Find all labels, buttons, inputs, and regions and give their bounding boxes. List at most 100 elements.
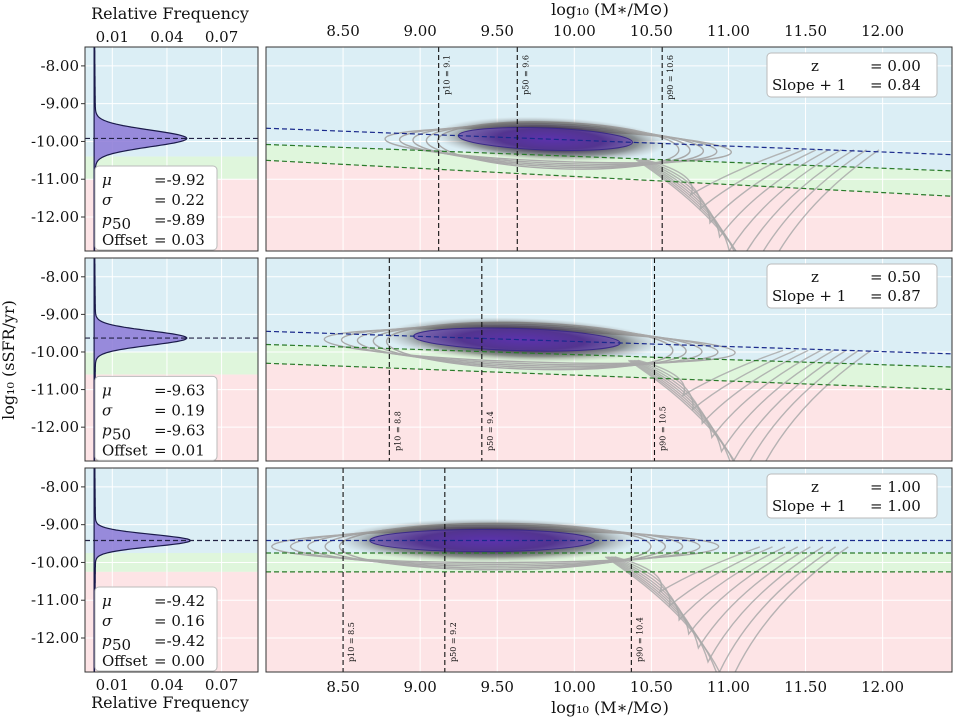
stats-value-mu: =-9.42	[154, 592, 205, 610]
stats-label-mu: μ	[102, 592, 112, 610]
hist-top-xlabel: Relative Frequency	[91, 4, 249, 23]
sf-fit-line	[266, 127, 952, 156]
legend-box	[766, 263, 938, 309]
hist-top-xtick: 0.07	[205, 28, 238, 46]
y-axis-label: log₁₀ (sSFR/yr)	[0, 300, 18, 420]
y-tick-label: -10.00	[31, 553, 79, 571]
percentile-label: p10 = 8.8	[393, 411, 402, 451]
stats-value-sigma: = 0.19	[154, 401, 205, 419]
quenched-contour	[636, 349, 796, 412]
quenched-contour	[604, 546, 849, 672]
stats-label-sigma: σ	[102, 612, 113, 630]
stats-value-offset: = 0.03	[154, 231, 205, 249]
legend-slope-value: = 0.84	[870, 76, 921, 94]
quenched-contour	[632, 349, 834, 454]
stats-value-offset: = 0.01	[154, 441, 205, 459]
main-bottom-xtick: 10.00	[553, 678, 596, 696]
y-tick-label: -12.00	[31, 208, 79, 226]
y-tick-label: -11.00	[31, 381, 79, 399]
main-top-xtick: 8.50	[326, 22, 359, 40]
hist-top-xtick: 0.04	[150, 28, 183, 46]
main-bottom-xtick: 11.50	[784, 678, 827, 696]
legend-slope-label: Slope + 1	[772, 76, 846, 94]
quenched-contour	[606, 546, 837, 672]
stats-value-mu: =-9.92	[154, 171, 205, 189]
quenched-contour	[633, 349, 822, 440]
stats-value-offset: = 0.00	[154, 652, 205, 670]
stats-box	[94, 165, 218, 251]
y-tick-label: -8.00	[41, 57, 79, 75]
main-top-xtick: 10.50	[630, 22, 673, 40]
hist-top-xtick: 0.01	[96, 28, 129, 46]
quenched-contour	[645, 149, 791, 197]
gv-upper-line	[266, 343, 952, 368]
main-bottom-xtick: 10.50	[630, 678, 673, 696]
quenched-contour	[637, 149, 867, 251]
stats-label-p50-sub: 50	[112, 636, 131, 654]
legend-slope-label: Slope + 1	[772, 287, 846, 305]
percentile-label: p50 = 9.6	[521, 55, 530, 95]
y-tick-label: -9.00	[41, 95, 79, 113]
gv-upper-line	[266, 143, 952, 172]
stats-value-sigma: = 0.16	[154, 612, 205, 630]
legend-slope-value: = 1.00	[870, 497, 921, 515]
stats-label-offset: Offset	[102, 441, 148, 459]
main-q-band	[266, 160, 952, 251]
stats-label-p50: p	[102, 211, 112, 229]
main-top-xtick: 9.50	[481, 22, 514, 40]
legend-z-value: = 1.00	[870, 478, 921, 496]
main-panel: p10 = 8.8 p50 = 9.4 p90 = 10.5	[266, 258, 952, 461]
legend-z-label: z	[811, 57, 819, 75]
percentile-label: p50 = 9.2	[449, 622, 458, 662]
hist-gv-band	[85, 351, 258, 375]
legend-slope-label: Slope + 1	[772, 497, 846, 515]
stats-value-p50: =-9.42	[154, 632, 205, 650]
quenched-contour	[634, 349, 809, 426]
percentile-label: p90 = 10.4	[635, 617, 644, 662]
quenched-contour	[644, 149, 804, 211]
main-bottom-xtick: 9.50	[481, 678, 514, 696]
quenched-contour	[637, 349, 784, 398]
quenched-contour	[642, 149, 817, 225]
quenched-contour	[630, 349, 847, 461]
legend-z-label: z	[811, 478, 819, 496]
main-top-xtick: 11.50	[784, 22, 827, 40]
stats-value-mu: =-9.63	[154, 381, 205, 399]
quenched-contour	[628, 349, 872, 461]
main-bottom-xtick: 8.50	[326, 678, 359, 696]
y-tick-label: -11.00	[31, 170, 79, 188]
stats-value-sigma: = 0.22	[154, 191, 205, 209]
quenched-contour	[641, 149, 829, 239]
main-top-xlabel: log₁₀ (M∗/M⊙)	[551, 0, 669, 19]
hist-bottom-xlabel: Relative Frequency	[91, 693, 249, 712]
legend-box	[766, 473, 938, 519]
quenched-contour	[610, 546, 799, 636]
stats-label-p50: p	[102, 632, 112, 650]
panel-1: -8.00 -9.00 -10.00 -11.00 -12.00 μ =-9.63 σ = 0.…	[31, 257, 953, 462]
y-tick-label: -11.00	[31, 591, 79, 609]
main-panel: p10 = 8.5 p50 = 9.2 p90 = 10.4	[266, 468, 952, 672]
quenched-contour	[607, 546, 824, 664]
legend-z-value: = 0.50	[870, 268, 921, 286]
quenched-contour	[629, 349, 860, 461]
legend-z-label: z	[811, 268, 819, 286]
hist-frame	[84, 467, 259, 673]
gv-lower-line	[266, 362, 952, 391]
gv-lower-line	[266, 159, 952, 197]
legend-slope-value: = 0.87	[870, 287, 921, 305]
main-top-xtick: 10.00	[553, 22, 596, 40]
main-frame	[265, 257, 953, 462]
stats-box	[94, 586, 218, 672]
stats-value-p50: =-9.89	[154, 211, 205, 229]
main-bottom-xlabel: log₁₀ (M∗/M⊙)	[551, 698, 669, 717]
hist-frame	[84, 46, 259, 252]
y-tick-label: -10.00	[31, 132, 79, 150]
stats-label-p50-sub: 50	[112, 425, 131, 443]
percentile-label: p10 = 9.1	[443, 55, 452, 95]
y-tick-label: -8.00	[41, 268, 79, 286]
main-bottom-xtick: 12.00	[861, 678, 904, 696]
panel-2: -8.00 -9.00 -10.00 -11.00 -12.00 μ =-9.42 σ = 0.…	[31, 467, 953, 673]
y-tick-label: -8.00	[41, 478, 79, 496]
hist-bottom-xtick: 0.01	[96, 676, 129, 694]
